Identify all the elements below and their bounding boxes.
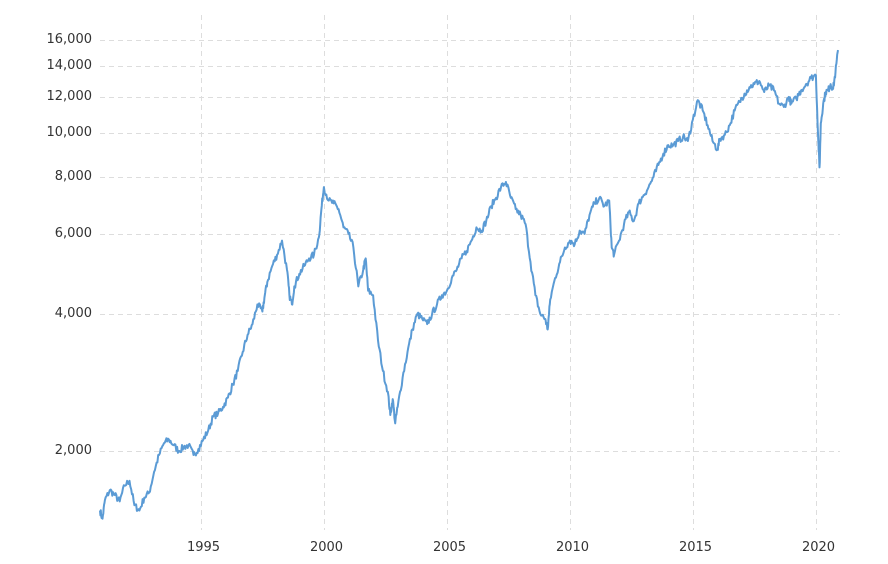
x-tick-label: 2015 — [678, 540, 713, 555]
y-tick-label: 2,000 — [54, 442, 92, 458]
x-tick-label: 2005 — [432, 540, 467, 555]
y-tick-label: 8,000 — [54, 168, 92, 184]
x-tick-label: 2020 — [801, 540, 836, 555]
y-tick-label: 10,000 — [46, 124, 93, 140]
x-tick-label: 1995 — [186, 540, 221, 555]
x-gridlines — [201, 15, 817, 530]
y-tick-label: 12,000 — [46, 88, 93, 104]
y-gridlines — [100, 40, 840, 452]
x-tick-label: 2010 — [555, 540, 590, 555]
y-tick-label: 4,000 — [54, 305, 92, 321]
price-line — [99, 49, 839, 520]
y-tick-label: 16,000 — [46, 31, 93, 47]
x-tick-label: 2000 — [309, 540, 344, 555]
y-tick-label: 14,000 — [46, 57, 93, 73]
y-tick-label: 6,000 — [54, 225, 92, 241]
